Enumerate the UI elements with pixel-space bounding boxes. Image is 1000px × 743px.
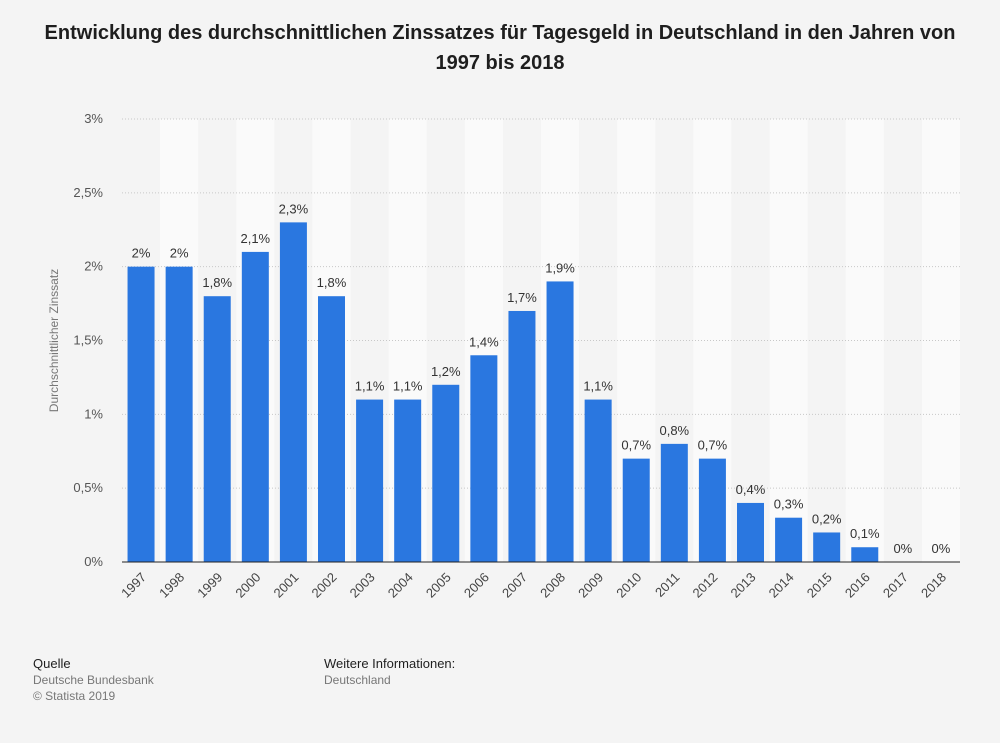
x-tick-label: 1998 [156, 570, 187, 601]
bar [432, 384, 460, 562]
x-tick-label: 2003 [347, 570, 378, 601]
column-stripe [921, 119, 960, 562]
bar [203, 296, 231, 562]
x-tick-label: 2001 [270, 570, 301, 601]
y-tick-label: 2,5% [73, 185, 103, 200]
chart-title: Entwicklung des durchschnittlichen Zinss… [44, 22, 956, 74]
x-tick-label: 2007 [499, 570, 530, 601]
y-tick-label: 1% [84, 406, 103, 421]
bar [356, 399, 384, 562]
x-tick-label: 1997 [118, 570, 149, 601]
x-tick-label: 2010 [613, 570, 644, 601]
bar [318, 296, 345, 562]
x-tick-label: 2008 [537, 570, 568, 601]
data-label: 1,1% [393, 379, 423, 394]
data-label: 0,3% [774, 497, 804, 512]
y-tick-label: 0% [84, 554, 103, 569]
column-stripe [845, 119, 884, 562]
bar [584, 399, 612, 562]
data-label: 0,2% [812, 511, 842, 526]
bar [775, 517, 803, 562]
x-tick-label: 2014 [766, 570, 797, 601]
x-tick-label: 2009 [575, 570, 606, 601]
info-heading: Weitere Informationen: [324, 656, 456, 671]
x-tick-label: 2011 [652, 570, 682, 600]
source-name: Deutsche Bundesbank [33, 673, 154, 687]
y-tick-label: 2% [84, 259, 103, 274]
data-label: 2% [132, 246, 151, 261]
x-tick-label: 2006 [461, 570, 492, 601]
x-tick-label: 2004 [385, 570, 416, 601]
x-tick-label: 1999 [194, 570, 225, 601]
data-label: 0,1% [850, 526, 880, 541]
data-label: 1,2% [431, 364, 461, 379]
bar [546, 281, 574, 562]
x-tick-label: 2015 [804, 570, 835, 601]
data-label: 2,3% [279, 201, 309, 216]
x-tick-label: 2012 [689, 570, 720, 601]
data-label: 0,8% [659, 423, 689, 438]
data-label: 0% [893, 541, 912, 556]
bar [394, 399, 422, 562]
y-tick-label: 0,5% [73, 480, 103, 495]
data-label: 1,8% [202, 275, 232, 290]
bar [508, 310, 536, 562]
data-label: 0% [932, 541, 951, 556]
data-label: 1,4% [469, 334, 499, 349]
x-tick-label: 2016 [842, 570, 873, 601]
x-tick-label: 2002 [309, 570, 340, 601]
bar [470, 355, 498, 562]
data-label: 2,1% [240, 231, 270, 246]
y-axis-label: Durchschnittlicher Zinssatz [47, 269, 61, 412]
bar [737, 502, 764, 562]
data-label: 0,7% [621, 438, 651, 453]
bar [660, 443, 688, 562]
data-label: 1,1% [355, 379, 385, 394]
data-label: 1,8% [317, 275, 347, 290]
source-block: Quelle Deutsche Bundesbank © Statista 20… [33, 656, 154, 704]
info-block: Weitere Informationen: Deutschland [324, 656, 455, 688]
x-tick-label: 2013 [728, 570, 759, 601]
bar [241, 251, 269, 562]
data-label: 0,7% [698, 438, 728, 453]
source-heading: Quelle [33, 656, 71, 671]
bar [279, 222, 307, 562]
x-tick-label: 2018 [918, 570, 949, 601]
bar [813, 532, 841, 562]
bar [698, 458, 726, 562]
bar [622, 458, 650, 562]
data-label: 1,9% [545, 260, 575, 275]
bar [127, 266, 155, 562]
bar [851, 547, 879, 562]
bar [165, 266, 193, 562]
copyright: © Statista 2019 [33, 689, 116, 703]
y-tick-label: 1,5% [73, 333, 103, 348]
x-tick-label: 2017 [880, 570, 911, 601]
data-label: 2% [170, 246, 189, 261]
x-tick-label: 2000 [232, 570, 263, 601]
data-label: 0,4% [736, 482, 766, 497]
info-value: Deutschland [324, 673, 391, 687]
data-label: 1,1% [583, 379, 613, 394]
data-label: 1,7% [507, 290, 537, 305]
x-tick-label: 2005 [423, 570, 454, 601]
y-tick-label: 3% [84, 111, 103, 126]
